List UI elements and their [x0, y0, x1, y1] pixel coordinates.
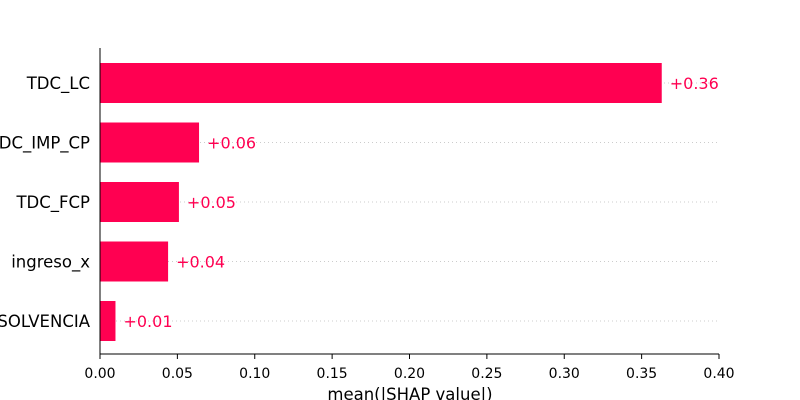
value-label: +0.05 [187, 193, 236, 212]
x-tick-label: 0.40 [703, 366, 734, 382]
x-tick-label: 0.15 [317, 366, 348, 382]
value-label: +0.36 [670, 74, 719, 93]
category-label: SOLVENCIA [0, 312, 91, 331]
bar-tdc-lc [100, 63, 662, 103]
value-label: +0.06 [207, 134, 256, 153]
category-label: ingreso_x [11, 253, 90, 273]
x-tick-label: 0.20 [394, 366, 425, 382]
x-tick-label: 0.10 [239, 366, 270, 382]
category-label: TDC_FCP [15, 193, 90, 213]
value-label: +0.04 [176, 253, 225, 272]
axes: 0.00 0.05 0.10 0.15 0.20 0.25 0.30 0.35 0.40 [84, 48, 735, 382]
category-labels: TDC_LC TDC_IMP_CP TDC_FCP ingreso_x SOLVENCI… [0, 74, 91, 331]
x-tick-label: 0.25 [471, 366, 502, 382]
category-label: TDC_LC [26, 74, 90, 94]
bar-solvencia [100, 301, 116, 341]
x-tick-label: 0.30 [549, 366, 580, 382]
x-tick-label: 0.00 [84, 366, 115, 382]
value-labels: +0.36 +0.06 +0.05 +0.04 +0.01 [123, 74, 718, 331]
bar-tdc-imp-cp [100, 122, 200, 163]
bar-tdc-fcp [100, 182, 179, 222]
x-axis-title: mean(|SHAP value|) [327, 385, 492, 400]
value-label: +0.01 [123, 312, 172, 331]
x-tick-label: 0.35 [626, 366, 657, 382]
bar-ingreso-x [100, 241, 169, 282]
bars [100, 63, 662, 341]
category-label: TDC_IMP_CP [0, 134, 90, 154]
x-tick-label: 0.05 [162, 366, 193, 382]
